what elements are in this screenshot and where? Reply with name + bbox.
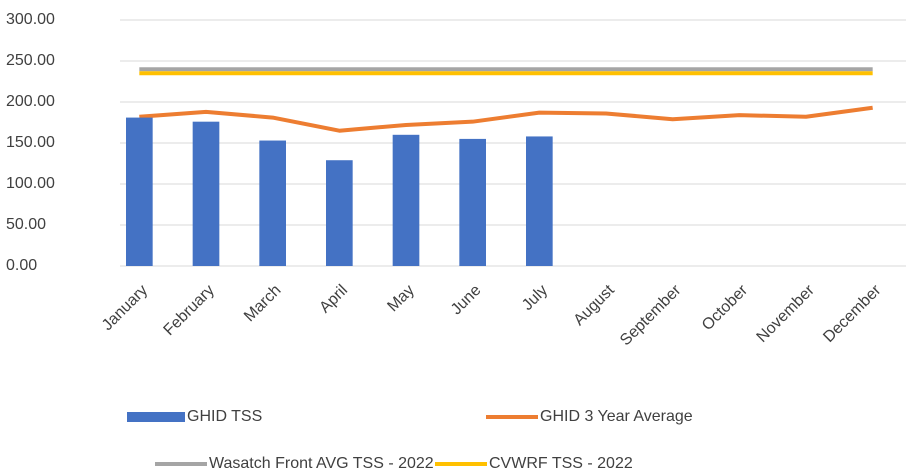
x-tick-label: March [241, 282, 284, 325]
x-tick-label: October [699, 281, 752, 334]
bar [192, 121, 220, 267]
x-tick-label: December [820, 281, 885, 346]
bar [459, 138, 486, 266]
y-tick-label: 100.00 [6, 175, 55, 192]
x-tick-label: July [519, 282, 551, 314]
x-tick-label: April [316, 282, 351, 317]
bar [392, 134, 420, 266]
legend-label: GHID TSS [187, 408, 262, 425]
legend-label: CVWRF TSS - 2022 [489, 455, 633, 472]
y-tick-label: 50.00 [6, 216, 46, 233]
x-tick-label: September [617, 281, 685, 349]
legend-label: GHID 3 Year Average [540, 408, 693, 425]
bar [126, 117, 153, 266]
x-tick-label: June [448, 282, 485, 319]
x-tick-label: November [754, 281, 819, 346]
y-tick-label: 300.00 [6, 11, 55, 28]
y-tick-label: 0.00 [6, 257, 37, 274]
line-series [139, 105, 873, 133]
x-tick-label: May [384, 282, 417, 315]
y-tick-label: 150.00 [6, 134, 55, 151]
x-tick-label: August [571, 281, 619, 329]
y-tick-label: 250.00 [6, 52, 55, 69]
bar [326, 160, 353, 266]
legend-label: Wasatch Front AVG TSS - 2022 [209, 455, 434, 472]
bar [526, 136, 553, 266]
x-tick-label: February [161, 282, 218, 339]
legend-swatch [127, 412, 185, 422]
y-tick-label: 200.00 [6, 93, 55, 110]
bar [259, 140, 286, 266]
x-tick-label: January [99, 282, 151, 334]
